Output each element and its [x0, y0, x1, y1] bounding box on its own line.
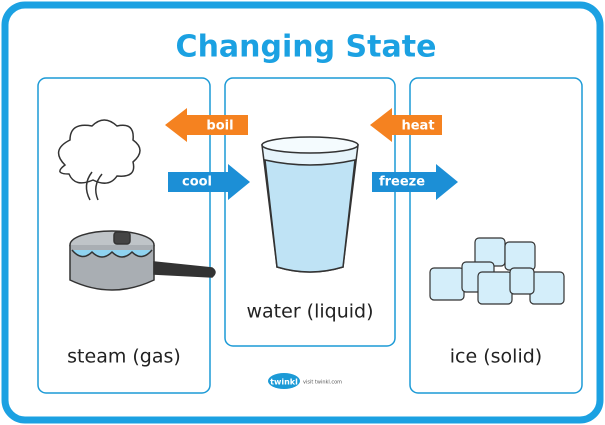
footer-link: visit twinkl.com — [303, 380, 342, 386]
arrow-label: freeze — [379, 175, 425, 190]
arrow-label: heat — [401, 119, 434, 134]
title: Changing State — [176, 30, 437, 65]
panel-label: water (liquid) — [247, 301, 374, 323]
poster: Changing State boil heat cool freeze ste… — [0, 0, 605, 425]
glass-illustration — [262, 137, 358, 272]
arrow-label: cool — [182, 175, 212, 190]
arrow-label: boil — [206, 119, 233, 134]
logo: twinkl — [270, 378, 298, 387]
panel-label: ice (solid) — [450, 346, 542, 368]
panel-label: steam (gas) — [67, 346, 181, 368]
